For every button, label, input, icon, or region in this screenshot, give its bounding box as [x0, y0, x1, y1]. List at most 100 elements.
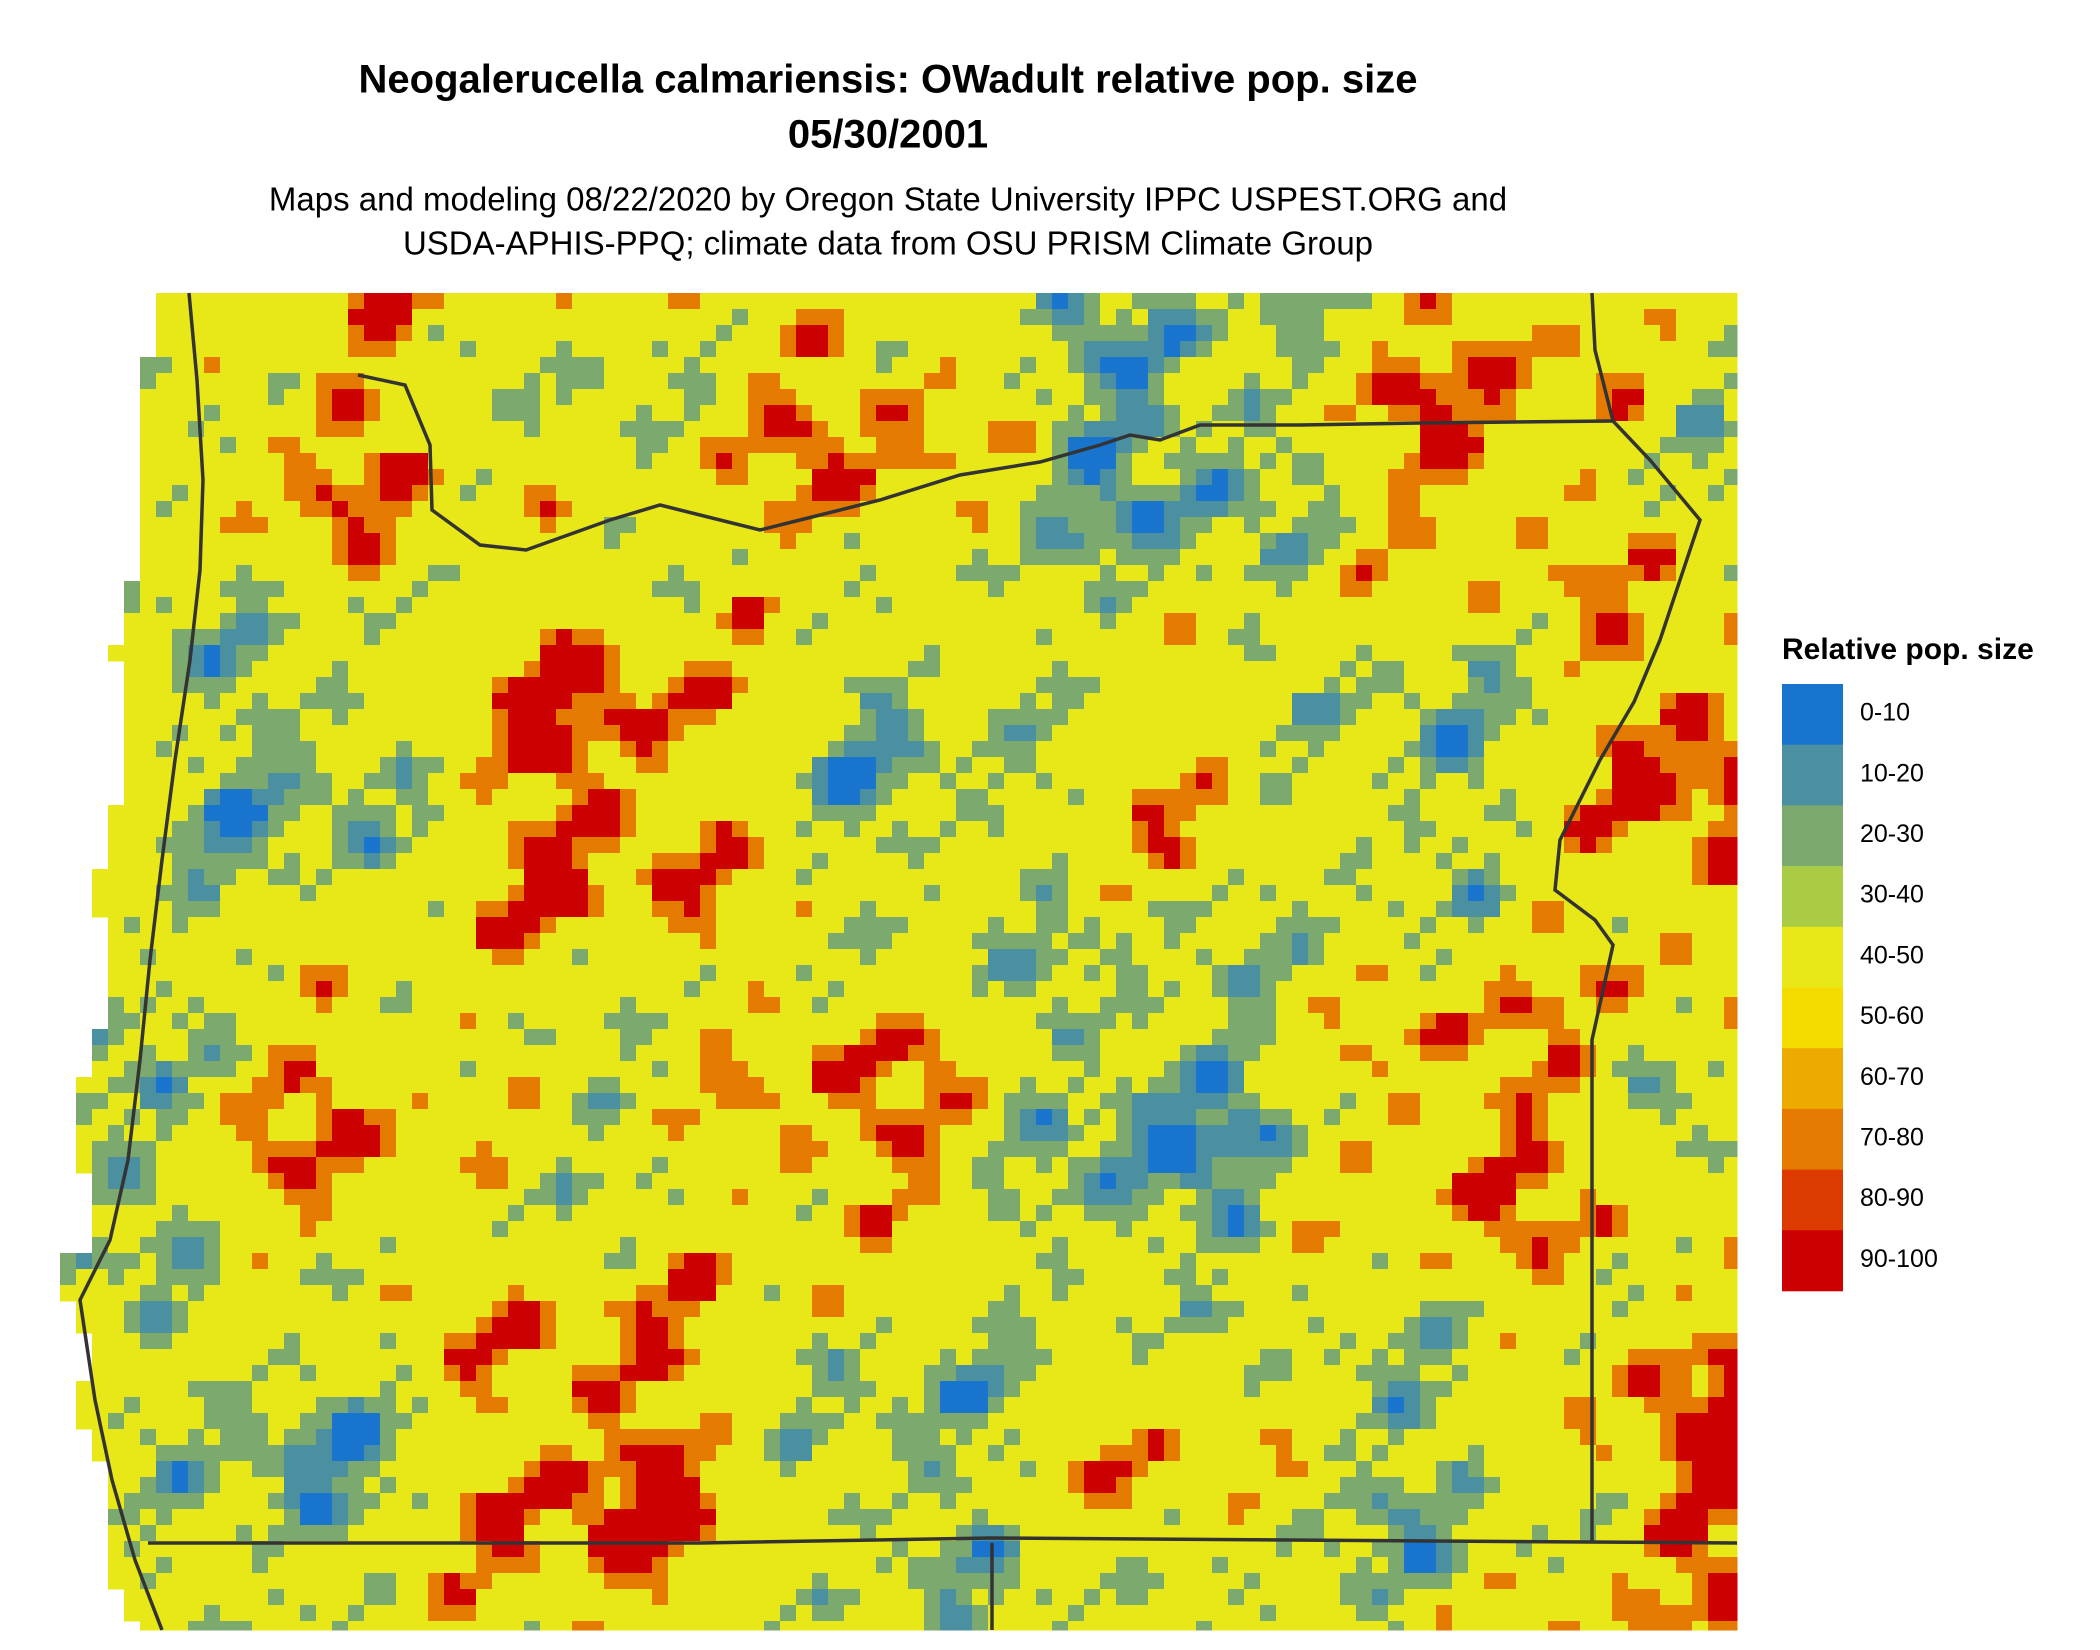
map-cell: [1260, 357, 1277, 374]
map-cell: [908, 1045, 925, 1062]
map-cell: [1628, 645, 1645, 662]
map-cell: [1468, 517, 1485, 534]
map-cell: [204, 613, 221, 630]
map-cell: [284, 597, 301, 614]
map-cell: [428, 309, 445, 326]
map-cell: [1452, 997, 1469, 1014]
map-cell: [1596, 325, 1613, 342]
map-cell: [1548, 1013, 1565, 1030]
map-cell: [1340, 437, 1357, 454]
map-cell: [268, 1061, 285, 1078]
map-cell: [1468, 677, 1485, 694]
map-cell: [1276, 725, 1293, 742]
map-cell: [524, 1045, 541, 1062]
map-cell: [620, 981, 637, 998]
map-cell: [1212, 805, 1229, 822]
map-cell: [412, 549, 429, 566]
map-cell: [908, 805, 925, 822]
map-cell: [124, 629, 141, 646]
map-cell: [380, 453, 397, 470]
map-cell: [172, 325, 189, 342]
map-cell: [1564, 661, 1581, 678]
map-cell: [1580, 581, 1597, 598]
map-cell: [188, 1029, 205, 1046]
map-cell: [780, 357, 797, 374]
map-cell: [540, 693, 557, 710]
map-cell: [1692, 693, 1709, 710]
map-cell: [1484, 613, 1501, 630]
map-cell: [556, 469, 573, 486]
map-cell: [1484, 437, 1501, 454]
map-cell: [1260, 373, 1277, 390]
map-cell: [1148, 837, 1165, 854]
map-cell: [844, 437, 861, 454]
map-cell: [1228, 965, 1245, 982]
map-cell: [172, 1061, 189, 1078]
map-cell: [892, 997, 909, 1014]
map-cell: [1068, 645, 1085, 662]
map-cell: [604, 997, 621, 1014]
map-cell: [172, 565, 189, 582]
map-cell: [1164, 645, 1181, 662]
map-cell: [348, 1061, 365, 1078]
map-cell: [1580, 341, 1597, 358]
map-cell: [988, 309, 1005, 326]
map-cell: [460, 757, 477, 774]
map-cell: [316, 453, 333, 470]
map-cell: [1212, 565, 1229, 582]
map-cell: [1244, 533, 1261, 550]
map-cell: [620, 533, 637, 550]
map-cell: [396, 613, 413, 630]
map-cell: [620, 693, 637, 710]
map-cell: [652, 1013, 669, 1030]
map-cell: [1164, 357, 1181, 374]
map-cell: [700, 741, 717, 758]
map-cell: [540, 1061, 557, 1078]
map-cell: [1324, 837, 1341, 854]
map-cell: [252, 981, 269, 998]
map-cell: [1596, 581, 1613, 598]
map-cell: [1436, 693, 1453, 710]
map-cell: [1244, 677, 1261, 694]
map-cell: [332, 1061, 349, 1078]
map-cell: [796, 549, 813, 566]
map-cell: [780, 405, 797, 422]
map-cell: [572, 357, 589, 374]
map-cell: [844, 549, 861, 566]
map-cell: [204, 1029, 221, 1046]
map-cell: [1276, 373, 1293, 390]
map-cell: [1340, 645, 1357, 662]
map-cell: [540, 885, 557, 902]
map-cell: [1324, 501, 1341, 518]
map-cell: [1564, 949, 1581, 966]
map-cell: [540, 677, 557, 694]
map-cell: [1244, 1029, 1261, 1046]
map-cell: [1468, 389, 1485, 406]
map-cell: [1164, 373, 1181, 390]
map-cell: [236, 597, 253, 614]
map-cell: [1372, 517, 1389, 534]
map-cell: [492, 549, 509, 566]
map-cell: [876, 981, 893, 998]
map-cell: [1068, 741, 1085, 758]
map-cell: [1324, 805, 1341, 822]
map-cell: [1516, 1029, 1533, 1046]
map-cell: [1164, 741, 1181, 758]
map-cell: [812, 549, 829, 566]
map-cell: [108, 981, 125, 998]
map-cell: [1292, 565, 1309, 582]
map-cell: [140, 773, 157, 790]
map-cell: [188, 869, 205, 886]
map-cell: [1100, 869, 1117, 886]
map-cell: [1436, 453, 1453, 470]
map-cell: [412, 1045, 429, 1062]
map-cell: [444, 757, 461, 774]
map-cell: [1388, 501, 1405, 518]
map-cell: [1564, 485, 1581, 502]
map-cell: [156, 581, 173, 598]
map-cell: [1628, 357, 1645, 374]
map-cell: [1036, 677, 1053, 694]
map-cell: [1244, 1061, 1261, 1078]
map-cell: [1452, 693, 1469, 710]
map-cell: [1276, 645, 1293, 662]
